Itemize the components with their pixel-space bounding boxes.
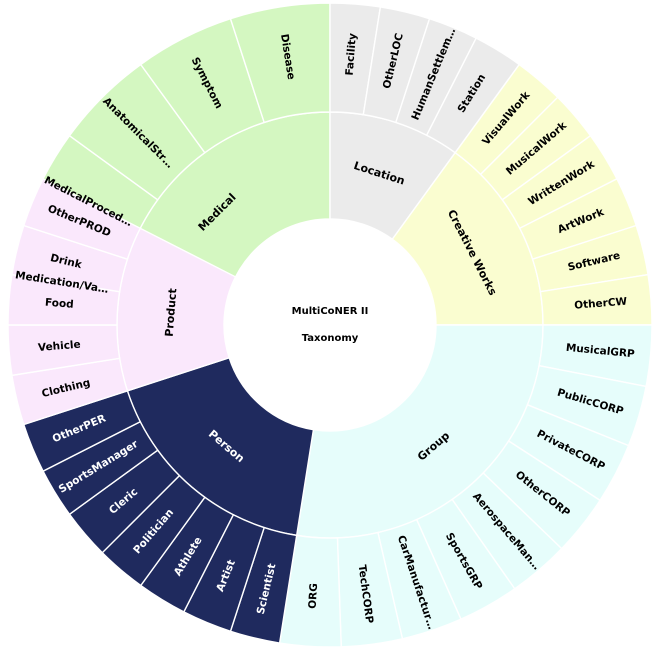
category-label-othercw: OtherCW: [574, 296, 628, 312]
center-title-line2: Taxonomy: [302, 333, 359, 344]
category-segment-otherprod: [22, 177, 142, 261]
category-label-facility: Facility: [344, 33, 359, 76]
category-label-food: Food: [45, 297, 75, 311]
center-disk: [224, 219, 436, 431]
sunburst-segments: [7, 2, 653, 648]
center-title-line1: MultiCoNER II: [292, 306, 369, 317]
category-label-vehicle: Vehicle: [38, 339, 82, 354]
category-label-org: ORG: [307, 583, 321, 609]
group-label-product: Product: [163, 288, 180, 337]
